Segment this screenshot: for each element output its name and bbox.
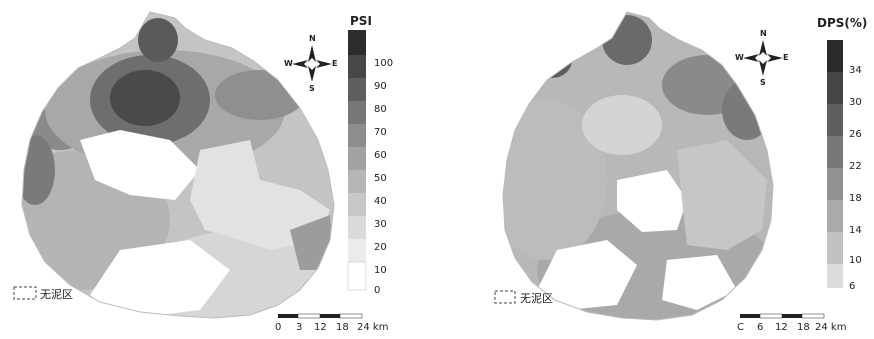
- scale-label: 12: [775, 322, 788, 333]
- nodata-label: 无泥区: [520, 292, 553, 305]
- compass-s: S: [760, 78, 766, 87]
- compass-n: N: [309, 34, 316, 43]
- psi-tick: 0: [374, 285, 381, 296]
- psi-tick: 100: [374, 58, 394, 69]
- scale-bar: [278, 313, 363, 319]
- psi-tick: 90: [374, 81, 387, 92]
- dps-legend-colorbar: [827, 40, 843, 288]
- dps-tick: 10: [849, 255, 862, 266]
- psi-tick: 40: [374, 196, 387, 207]
- compass-w: W: [735, 53, 744, 62]
- scale-label: C: [737, 322, 744, 333]
- compass-e: E: [332, 59, 338, 68]
- compass-rose-icon: [292, 45, 332, 82]
- dps-tick: 6: [849, 281, 856, 292]
- nodata-label: 无泥区: [40, 288, 73, 301]
- psi-tick: 50: [374, 173, 387, 184]
- dps-tick: 14: [849, 225, 862, 236]
- psi-tick: 20: [374, 242, 387, 253]
- psi-legend-title: PSI: [350, 14, 372, 28]
- scale-label: 6: [757, 322, 764, 333]
- dps-tick: 22: [849, 161, 862, 172]
- psi-tick: 70: [374, 127, 387, 138]
- scale-label: 3: [296, 322, 303, 333]
- psi-tick: 30: [374, 219, 387, 230]
- psi-tick: 80: [374, 104, 387, 115]
- compass-e: E: [783, 53, 789, 62]
- scale-label: 18: [797, 322, 810, 333]
- dps-tick: 26: [849, 129, 862, 140]
- psi-tick: 10: [374, 265, 387, 276]
- compass-w: W: [284, 59, 293, 68]
- psi-legend-colorbar: [347, 30, 367, 291]
- dps-legend-title: DPS(%): [817, 16, 868, 30]
- compass-n: N: [760, 29, 767, 38]
- scale-bar: [740, 313, 825, 319]
- dps-tick: 18: [849, 193, 862, 204]
- scale-label: 12: [314, 322, 327, 333]
- psi-map-panel: N S W E PSI 100 90 80 70 60 50 40 30 20 …: [13, 11, 394, 333]
- nodata-legend-box: [494, 290, 516, 304]
- dps-map: [494, 11, 843, 321]
- dps-tick: 30: [849, 97, 862, 108]
- scale-label: 18: [336, 322, 349, 333]
- compass-rose-icon: [743, 40, 783, 76]
- scale-label: 24 km: [357, 322, 389, 333]
- psi-map: [13, 11, 367, 319]
- compass-s: S: [309, 84, 315, 93]
- dps-tick: 34: [849, 65, 862, 76]
- nodata-legend-box: [13, 286, 37, 300]
- psi-tick: 60: [374, 150, 387, 161]
- scale-label: 24 km: [815, 322, 847, 333]
- dps-map-panel: N S W E DPS(%) 34 30 26 22 18 14 10 6 无泥…: [437, 0, 874, 339]
- scale-label: 0: [275, 322, 282, 333]
